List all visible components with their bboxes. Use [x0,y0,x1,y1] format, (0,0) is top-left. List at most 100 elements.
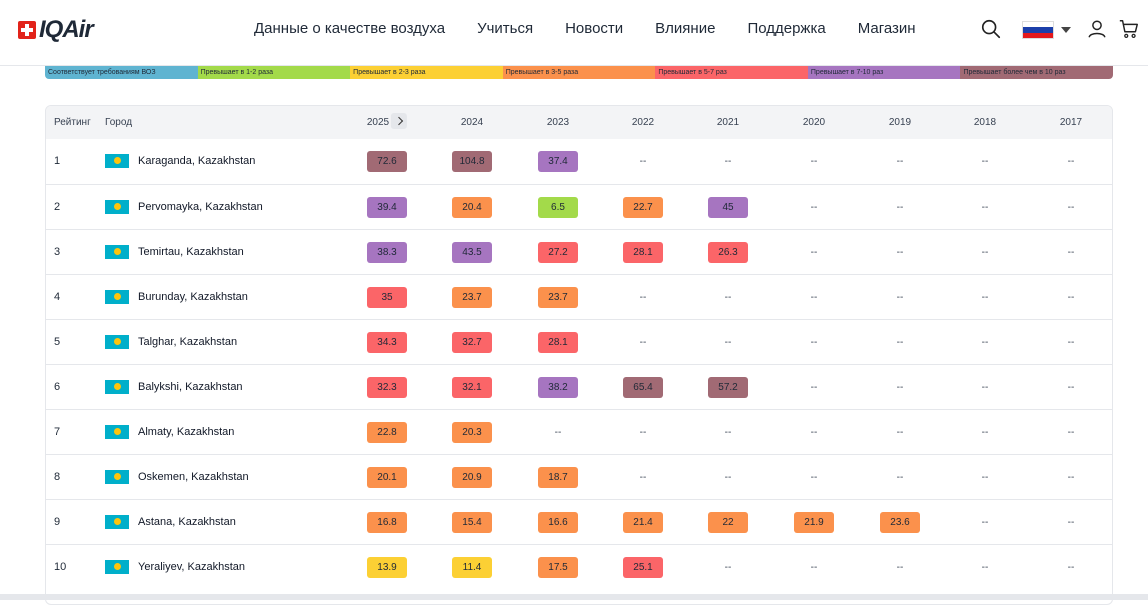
empty-value: -- [724,427,732,438]
aqi-value-badge: 15.4 [452,512,492,533]
aqi-value-badge: 28.1 [623,242,663,263]
rank-cell: 2 [54,201,61,213]
empty-value: -- [810,427,818,438]
header-year-2024[interactable]: 2024 [461,106,483,139]
empty-value: -- [1067,247,1075,258]
aqi-legend: Соответствует требованиям ВОЗ Превышает в… [45,66,1114,79]
horizontal-scrollbar[interactable] [0,594,1148,600]
rank-cell: 4 [54,291,61,303]
city-link[interactable]: Oskemen, Kazakhstan [138,471,249,483]
empty-value: -- [981,156,989,167]
city-link[interactable]: Astana, Kazakhstan [138,516,236,528]
nav-item-air-quality[interactable]: Данные о качестве воздуха [254,20,446,37]
kazakhstan-flag-icon [105,560,129,574]
empty-value: -- [896,202,904,213]
table-row[interactable]: 3 Temirtau, Kazakhstan 38.3 43.5 27.2 28.1 26.… [46,229,1112,274]
legend-segment: Превышает в 1-2 раза [197,66,351,79]
header-year-label: 2018 [973,117,997,128]
header-year-2018[interactable]: 2018 [974,106,996,139]
city-link[interactable]: Burunday, Kazakhstan [138,291,248,303]
aqi-value-badge: 26.3 [708,242,748,263]
city-ranking-table: Рейтинг Город 2025 2024 2023 2022 2021 2020 20… [45,105,1113,605]
cart-icon[interactable] [1118,18,1140,40]
table-row[interactable]: 9 Astana, Kazakhstan 16.8 15.4 16.6 21.4 22 21.… [46,499,1112,544]
empty-value: -- [1067,472,1075,483]
aqi-value-badge: 6.5 [538,197,578,218]
nav-item-learn[interactable]: Учиться [477,20,534,37]
empty-value: -- [810,562,818,573]
header-year-label: 2022 [631,117,655,128]
nav-item-impact[interactable]: Влияние [655,20,716,37]
search-icon[interactable] [980,18,1002,40]
nav-item-support[interactable]: Поддержка [747,20,826,37]
user-icon[interactable] [1086,18,1108,40]
city-link[interactable]: Pervomayka, Kazakhstan [138,201,263,213]
table-row[interactable]: 7 Almaty, Kazakhstan 22.8 20.3 -- -- -- -- -- -- -… [46,409,1112,454]
legend-segment: Превышает в 5-7 раз [655,66,808,79]
rank-cell: 1 [54,155,61,167]
rank-cell: 3 [54,246,61,258]
table-row[interactable]: 5 Talghar, Kazakhstan 34.3 32.7 28.1 -- -- -- --… [46,319,1112,364]
empty-value: -- [896,562,904,573]
aqi-value-badge: 25.1 [623,557,663,578]
city-link[interactable]: Karaganda, Kazakhstan [138,155,256,167]
city-link[interactable]: Almaty, Kazakhstan [138,426,235,438]
header-year-2020[interactable]: 2020 [803,106,825,139]
empty-value: -- [639,427,647,438]
aqi-value-badge: 22 [708,512,748,533]
empty-value: -- [724,292,732,303]
header-year-2019[interactable]: 2019 [889,106,911,139]
header-year-2021[interactable]: 2021 [717,106,739,139]
russia-flag-icon[interactable] [1022,21,1054,39]
rank-cell: 5 [54,336,61,348]
chevron-down-icon[interactable] [1061,27,1071,33]
city-link[interactable]: Yeraliyev, Kazakhstan [138,561,246,573]
empty-value: -- [981,247,989,258]
city-link[interactable]: Talghar, Kazakhstan [138,336,238,348]
empty-value: -- [1067,202,1075,213]
aqi-value-badge: 32.7 [452,332,492,353]
empty-value: -- [1067,562,1075,573]
empty-value: -- [981,472,989,483]
aqi-value-badge: 22.7 [623,197,663,218]
header-year-label: 2019 [888,117,912,128]
nav-item-shop[interactable]: Магазин [857,20,916,37]
empty-value: -- [981,337,989,348]
table-row[interactable]: 8 Oskemen, Kazakhstan 20.1 20.9 18.7 -- -- -- --… [46,454,1112,499]
header-year-label: 2020 [802,117,826,128]
table-row[interactable]: 10 Yeraliyev, Kazakhstan 13.9 11.4 17.5 25.1 -… [46,544,1112,589]
aqi-value-badge: 11.4 [452,557,492,578]
city-link[interactable]: Balykshi, Kazakhstan [138,381,243,393]
legend-segment: Превышает более чем в 10 раз [960,66,1114,79]
table-row[interactable]: 6 Balykshi, Kazakhstan 32.3 32.1 38.2 65.4 57.… [46,364,1112,409]
aqi-value-badge: 13.9 [367,557,407,578]
legend-segment: Превышает в 3-5 раза [502,66,656,79]
kazakhstan-flag-icon [105,245,129,259]
empty-value: -- [1067,292,1075,303]
chevron-right-icon[interactable] [391,113,408,130]
aqi-value-badge: 72.6 [367,151,407,172]
table-row[interactable]: 4 Burunday, Kazakhstan 35 23.7 23.7 -- -- -- -- -… [46,274,1112,319]
header-year-2022[interactable]: 2022 [632,106,654,139]
header-year-label: 2017 [1059,117,1083,128]
header-rank: Рейтинг [54,117,91,128]
rank-cell: 10 [54,561,67,573]
aqi-value-badge: 37.4 [538,151,578,172]
empty-value: -- [554,427,562,438]
header-year-2017[interactable]: 2017 [1060,106,1082,139]
aqi-value-badge: 34.3 [367,332,407,353]
iqair-logo[interactable]: IQAir [18,16,94,44]
aqi-value-badge: 45 [708,197,748,218]
header-year-2025[interactable]: 2025 [367,106,408,139]
table-row[interactable]: 2 Pervomayka, Kazakhstan 39.4 20.4 6.5 22.7 45… [46,184,1112,229]
swiss-cross-icon [18,21,36,39]
aqi-value-badge: 21.9 [794,512,834,533]
aqi-value-badge: 20.9 [452,467,492,488]
empty-value: -- [810,337,818,348]
aqi-value-badge: 35 [367,287,407,308]
nav-item-news[interactable]: Новости [565,20,624,37]
empty-value: -- [724,156,732,167]
city-link[interactable]: Temirtau, Kazakhstan [138,246,244,258]
table-row[interactable]: 1 Karaganda, Kazakhstan 72.6 104.8 37.4 -- -- -… [46,139,1112,184]
header-year-2023[interactable]: 2023 [547,106,569,139]
